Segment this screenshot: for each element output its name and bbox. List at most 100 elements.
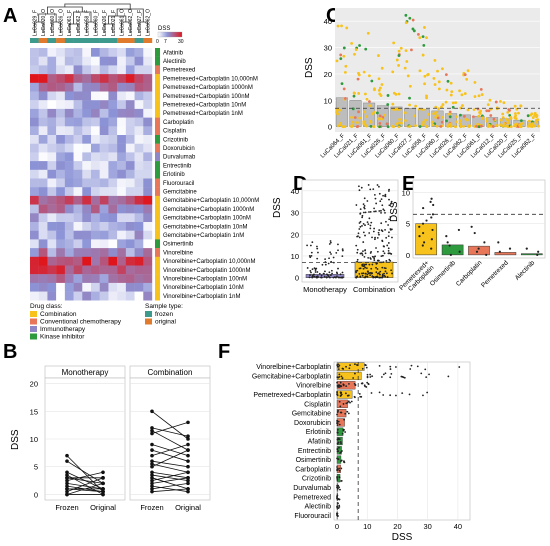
data-point bbox=[337, 243, 339, 246]
data-point bbox=[526, 114, 530, 118]
data-point bbox=[422, 120, 426, 124]
sample-type-cell bbox=[143, 38, 153, 43]
data-point bbox=[533, 111, 537, 115]
data-point bbox=[311, 241, 314, 244]
heatmap-cell bbox=[64, 56, 74, 66]
heatmap-cell bbox=[108, 82, 118, 92]
heatmap-cell bbox=[47, 143, 57, 153]
data-point bbox=[394, 107, 398, 111]
data-point bbox=[336, 394, 339, 397]
data-point bbox=[448, 110, 452, 114]
data-point bbox=[186, 489, 190, 494]
data-point bbox=[371, 375, 374, 378]
data-point bbox=[380, 212, 382, 214]
data-point bbox=[449, 125, 453, 128]
heatmap-cell bbox=[82, 256, 92, 266]
heatmap-cell bbox=[125, 135, 135, 144]
drug-label: Crizotinib bbox=[163, 137, 189, 143]
data-point bbox=[339, 384, 342, 387]
data-point bbox=[361, 367, 364, 370]
data-point bbox=[397, 54, 401, 57]
data-point bbox=[359, 208, 362, 211]
data-point bbox=[395, 366, 397, 368]
data-point bbox=[348, 382, 350, 385]
heatmap-cell bbox=[117, 161, 127, 170]
data-point bbox=[316, 247, 319, 250]
data-point bbox=[364, 115, 368, 118]
drug-class-cell bbox=[155, 291, 160, 301]
data-point bbox=[506, 121, 510, 125]
data-point bbox=[342, 403, 345, 405]
heatmap-cell bbox=[56, 135, 66, 144]
data-point bbox=[408, 16, 412, 20]
heatmap-cell bbox=[125, 248, 135, 257]
data-point bbox=[150, 464, 154, 469]
data-point bbox=[477, 94, 481, 98]
data-point bbox=[353, 52, 356, 56]
x-tick-label: Frozen bbox=[55, 503, 78, 512]
data-point bbox=[339, 273, 342, 276]
heatmap-cell bbox=[73, 274, 83, 284]
heatmap-cell bbox=[47, 65, 57, 75]
heatmap-cell bbox=[143, 117, 153, 127]
data-point bbox=[150, 489, 154, 494]
y-tick-label: Osimertinib bbox=[296, 457, 332, 464]
data-point bbox=[338, 476, 341, 478]
data-point bbox=[526, 124, 530, 128]
heatmap-cell bbox=[56, 248, 66, 257]
heatmap-cell bbox=[134, 135, 144, 144]
heat-legend-title: DSS bbox=[158, 26, 170, 32]
data-point bbox=[383, 252, 386, 255]
data-point bbox=[337, 437, 340, 440]
data-point bbox=[343, 428, 345, 431]
data-point bbox=[355, 270, 357, 272]
heatmap-cell bbox=[38, 100, 48, 110]
heatmap-cell bbox=[91, 204, 100, 214]
data-point bbox=[382, 254, 384, 257]
data-point bbox=[336, 275, 338, 278]
heatmap-cell bbox=[64, 265, 74, 275]
data-point bbox=[513, 104, 517, 108]
data-point bbox=[355, 276, 358, 279]
sample-label: LuCa060_F bbox=[93, 10, 99, 36]
data-point bbox=[495, 124, 498, 127]
data-point bbox=[358, 273, 361, 275]
heatmap-cell bbox=[64, 195, 74, 205]
pair-line bbox=[151, 410, 189, 440]
data-point bbox=[389, 216, 392, 218]
heatmap-cell bbox=[117, 204, 127, 214]
data-point bbox=[537, 124, 540, 128]
heatmap-cell bbox=[134, 213, 144, 223]
data-point bbox=[424, 118, 428, 122]
heatmap-cell bbox=[47, 117, 57, 127]
heatmap-cell bbox=[91, 48, 100, 57]
data-point bbox=[447, 375, 450, 378]
data-point bbox=[394, 92, 398, 96]
heatmap-cell bbox=[47, 265, 57, 275]
heatmap-cell bbox=[64, 239, 74, 249]
bar bbox=[441, 244, 464, 256]
data-point bbox=[455, 115, 458, 119]
heatmap-cell bbox=[117, 230, 127, 240]
bar bbox=[468, 245, 490, 256]
data-point bbox=[368, 263, 371, 266]
data-point bbox=[338, 364, 341, 367]
data-point bbox=[518, 123, 522, 127]
data-point bbox=[414, 104, 418, 108]
heatmap-cell bbox=[56, 187, 66, 197]
heatmap-cell bbox=[47, 204, 57, 214]
heatmap-cell bbox=[82, 204, 92, 214]
data-point bbox=[336, 484, 338, 487]
data-point bbox=[432, 112, 436, 116]
data-point bbox=[519, 104, 523, 108]
heat-legend-tick: 7 bbox=[164, 39, 167, 45]
heatmap-cell bbox=[64, 274, 74, 284]
data-point bbox=[386, 94, 390, 97]
sample-label: LuCa062_O bbox=[128, 9, 134, 36]
data-point bbox=[458, 366, 461, 368]
pair-line bbox=[66, 474, 104, 495]
data-point bbox=[379, 270, 382, 273]
data-point bbox=[344, 431, 347, 433]
heatmap-cell bbox=[117, 152, 127, 162]
heatmap-cell bbox=[56, 282, 66, 292]
